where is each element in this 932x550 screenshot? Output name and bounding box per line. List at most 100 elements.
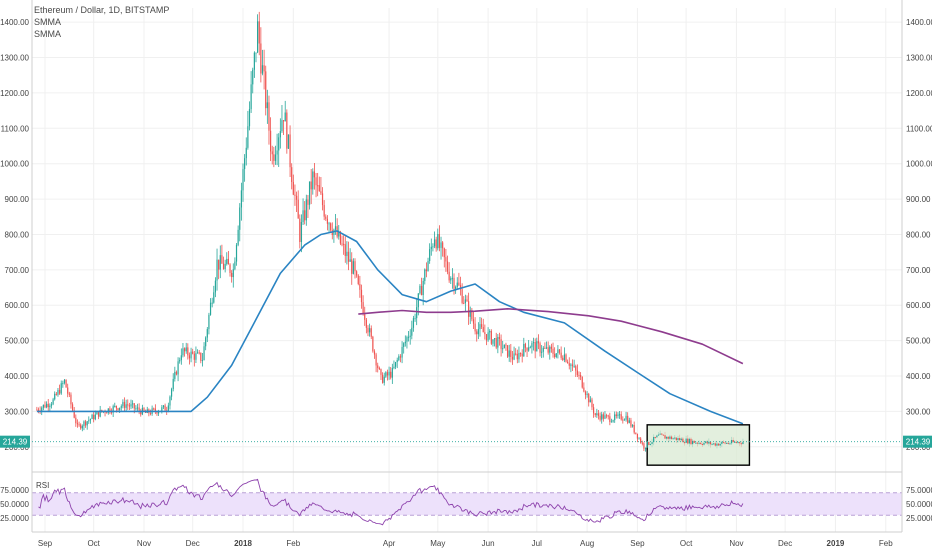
candle — [638, 437, 640, 440]
candle-in-box — [657, 434, 660, 436]
candle — [67, 383, 69, 398]
candle — [451, 268, 453, 289]
candle — [141, 404, 143, 416]
candle — [237, 225, 239, 247]
candle — [532, 337, 535, 351]
time-axis-labels: Sep Oct Nov Dec 2018 Feb Apr May Jun Jul Aug Sep Oct… — [38, 539, 893, 548]
candle — [71, 402, 74, 412]
candle — [138, 403, 140, 415]
candle — [526, 347, 528, 357]
candle — [448, 262, 450, 283]
candle — [567, 359, 569, 364]
candle — [607, 414, 609, 420]
candle-in-box — [714, 443, 716, 446]
candle-in-box — [734, 441, 736, 443]
candle — [214, 277, 217, 298]
candle — [364, 306, 366, 326]
candle — [317, 172, 319, 197]
candle — [122, 399, 124, 409]
candle — [468, 292, 470, 325]
candle — [365, 317, 367, 334]
candle-in-box — [732, 439, 734, 443]
candle — [618, 410, 621, 419]
candle — [404, 335, 406, 347]
candle — [627, 412, 629, 425]
time-label: Nov — [729, 539, 743, 548]
candle — [208, 312, 210, 335]
candle — [257, 14, 259, 54]
rsi-line — [38, 478, 744, 526]
candle — [510, 343, 512, 363]
candle-in-box — [719, 443, 721, 446]
candle — [123, 397, 126, 412]
candle — [310, 169, 312, 205]
candle — [226, 252, 228, 266]
candle — [476, 329, 478, 342]
candle — [396, 357, 398, 369]
candle-in-box — [666, 436, 668, 439]
candle — [571, 359, 574, 371]
candle — [427, 257, 429, 272]
candle — [57, 387, 59, 397]
candle — [250, 71, 252, 113]
candle — [356, 270, 358, 278]
price-label-right: 1400.00 — [906, 18, 932, 27]
symbol-title: Ethereum / Dollar, 1D, BITSTAMP — [34, 5, 170, 15]
candle — [302, 198, 304, 226]
candle — [560, 346, 562, 360]
candle — [562, 355, 564, 362]
price-label-left: 500.00 — [5, 337, 30, 346]
candle — [575, 364, 577, 377]
candle — [531, 341, 533, 354]
candle — [602, 412, 604, 422]
price-label-left: 900.00 — [5, 195, 30, 204]
candle — [73, 407, 75, 419]
candle — [245, 137, 247, 166]
candle — [187, 343, 189, 360]
candle — [359, 275, 361, 298]
candle — [219, 245, 221, 279]
candle — [641, 440, 643, 446]
candle-in-box — [735, 441, 738, 443]
candle — [493, 337, 496, 347]
candle — [247, 110, 249, 150]
candle — [198, 349, 200, 355]
rsi-label-left: 25.0000 — [0, 514, 29, 523]
candle — [300, 214, 303, 253]
candle — [508, 344, 510, 362]
candle — [289, 125, 291, 178]
candle — [58, 384, 61, 395]
rsi-label: RSI — [36, 481, 49, 490]
candle — [370, 325, 372, 340]
candle — [282, 119, 285, 136]
candle — [450, 276, 452, 285]
price-label-right: 900.00 — [906, 195, 931, 204]
candle — [518, 346, 520, 363]
candle — [502, 340, 504, 354]
candle — [576, 364, 578, 378]
candle — [297, 190, 299, 219]
chart-legend: Ethereum / Dollar, 1D, BITSTAMP SMMA SMM… — [34, 4, 169, 40]
price-label-left: 1400.00 — [0, 18, 29, 27]
candle-in-box — [651, 442, 653, 444]
candle — [411, 320, 413, 340]
candle-in-box — [646, 441, 648, 448]
candle — [268, 95, 270, 145]
rsi-band — [32, 492, 902, 516]
time-label: Jun — [482, 539, 495, 548]
candle — [135, 405, 137, 411]
candle — [599, 412, 601, 422]
candle — [537, 334, 540, 350]
candle-in-box — [711, 443, 713, 445]
candle — [640, 437, 642, 444]
candle — [188, 352, 191, 365]
candle — [386, 369, 389, 381]
time-label: Feb — [879, 539, 893, 548]
candle — [398, 354, 400, 362]
candle — [594, 412, 596, 418]
candle — [500, 334, 502, 357]
candle — [515, 348, 517, 356]
candle — [62, 380, 64, 388]
time-label: Aug — [580, 539, 594, 548]
